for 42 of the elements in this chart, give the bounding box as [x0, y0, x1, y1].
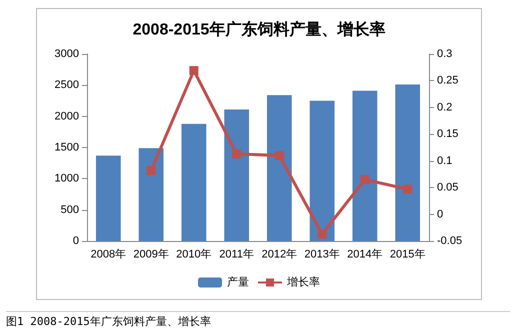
bar — [138, 148, 164, 241]
x-tick-label: 2013年 — [304, 248, 340, 260]
y-tick-label: 0 — [72, 235, 79, 247]
point — [232, 149, 242, 158]
y2-tick-label: 0 — [437, 208, 444, 220]
point — [318, 230, 327, 239]
y2-tick-label: 0.1 — [437, 154, 452, 167]
y-tick-label: 2500 — [54, 79, 79, 92]
bar — [96, 156, 121, 241]
x-tick-label: 2014年 — [347, 248, 383, 260]
x-tick-label: 2009年 — [133, 248, 169, 260]
y2-tick-label: 0.25 — [437, 74, 458, 87]
y-tick-label: 500 — [60, 204, 79, 216]
point — [403, 184, 412, 194]
point — [189, 66, 198, 76]
y2-tick-label: 0.15 — [437, 128, 458, 140]
x-tick-label: 2015年 — [390, 248, 426, 260]
x-tick-label: 2010年 — [176, 248, 212, 260]
x-tick-label: 2012年 — [262, 248, 298, 260]
chart-title: 2008-2015年广东饲料产量、增长率 — [132, 20, 386, 38]
y2-tick-label: 0.2 — [437, 101, 452, 114]
x-tick-label: 2008年 — [90, 248, 126, 260]
y-tick-label: 1000 — [54, 172, 79, 185]
y-tick-label: 3000 — [54, 48, 79, 60]
y-tick-label: 1500 — [54, 142, 79, 154]
x-tick-label: 2011年 — [219, 248, 254, 260]
bar — [352, 90, 378, 241]
caption: 图1 2008-2015年广东饲料产量、增长率 — [6, 311, 510, 329]
bar — [224, 109, 250, 241]
point — [146, 166, 156, 175]
bar — [395, 84, 420, 241]
y2-tick-label: 0.05 — [437, 182, 458, 194]
point — [274, 151, 284, 160]
legend-label: 增长率 — [286, 276, 320, 288]
y2-tick-label: 0.3 — [437, 48, 452, 60]
bar — [310, 100, 335, 241]
y2-tick-label: -0.05 — [437, 235, 462, 247]
bar — [266, 95, 292, 241]
legend-label: 产量 — [227, 276, 249, 288]
point — [360, 175, 370, 184]
y-tick-label: 2000 — [54, 110, 79, 122]
bar — [181, 124, 206, 241]
